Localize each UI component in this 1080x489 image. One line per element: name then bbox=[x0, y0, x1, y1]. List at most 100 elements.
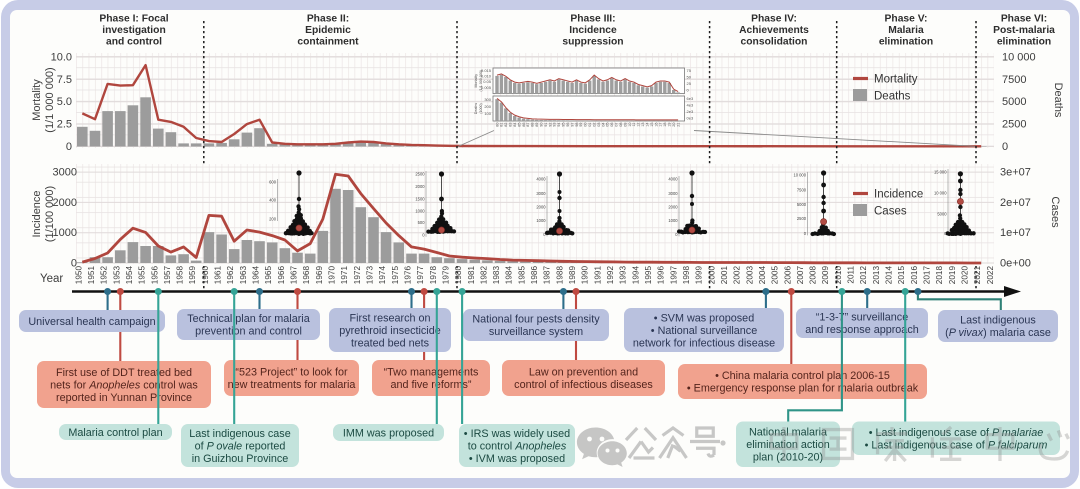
svg-text:0: 0 bbox=[66, 141, 72, 153]
svg-text:suppression: suppression bbox=[562, 37, 623, 48]
svg-text:600: 600 bbox=[269, 180, 277, 185]
svg-text:83: 83 bbox=[509, 123, 513, 127]
svg-text:and control: and control bbox=[106, 37, 162, 48]
svg-text:01: 01 bbox=[588, 123, 592, 127]
svg-text:5000: 5000 bbox=[1002, 96, 1026, 108]
svg-text:10 000: 10 000 bbox=[934, 191, 947, 196]
svg-text:50: 50 bbox=[687, 75, 692, 80]
svg-text:Universal health campaign: Universal health campaign bbox=[28, 316, 155, 328]
svg-text:1977: 1977 bbox=[416, 266, 425, 285]
svg-text:National malaria: National malaria bbox=[749, 427, 827, 439]
svg-text:to control Anopheles: to control Anopheles bbox=[468, 440, 567, 452]
svg-text:1962: 1962 bbox=[226, 266, 235, 285]
svg-text:First use of DDT treated bed: First use of DDT treated bed bbox=[56, 367, 192, 379]
svg-text:11: 11 bbox=[632, 123, 636, 127]
svg-text:1969: 1969 bbox=[315, 266, 324, 285]
svg-text:2014: 2014 bbox=[885, 266, 894, 285]
svg-text:1987: 1987 bbox=[543, 266, 552, 285]
svg-text:85: 85 bbox=[517, 123, 521, 127]
svg-text:4e3: 4e3 bbox=[687, 103, 694, 108]
svg-text:Phase VI:: Phase VI: bbox=[1001, 14, 1047, 25]
svg-text:1954: 1954 bbox=[125, 266, 134, 285]
svg-text:pyrethroid insecticide: pyrethroid insecticide bbox=[339, 325, 440, 337]
svg-text:95: 95 bbox=[562, 123, 566, 127]
svg-text:of P ovale reported: of P ovale reported bbox=[195, 440, 286, 452]
svg-text:200: 200 bbox=[269, 217, 277, 222]
svg-text:6e3: 6e3 bbox=[687, 96, 694, 101]
svg-text:2004: 2004 bbox=[758, 266, 767, 285]
svg-text:network for infectious disease: network for infectious disease bbox=[633, 338, 775, 350]
svg-text:1988: 1988 bbox=[555, 266, 564, 285]
svg-text:81: 81 bbox=[500, 123, 504, 127]
svg-text:1000: 1000 bbox=[415, 209, 425, 214]
svg-text:1960: 1960 bbox=[201, 266, 210, 285]
svg-text:(1/100 000): (1/100 000) bbox=[44, 186, 56, 242]
svg-text:1979: 1979 bbox=[441, 266, 450, 285]
svg-text:• Emergency response plan for: • Emergency response plan for malaria ou… bbox=[687, 383, 919, 395]
svg-text:treated bed nets: treated bed nets bbox=[351, 338, 430, 350]
svg-text:5.0: 5.0 bbox=[57, 96, 72, 108]
svg-text:200: 200 bbox=[484, 104, 491, 109]
svg-text:21: 21 bbox=[676, 123, 680, 127]
svg-text:16: 16 bbox=[654, 123, 658, 127]
svg-text:0.010: 0.010 bbox=[481, 74, 492, 79]
svg-text:1997: 1997 bbox=[669, 266, 678, 285]
svg-text:5000: 5000 bbox=[797, 202, 807, 207]
svg-text:elimination: elimination bbox=[997, 37, 1051, 48]
svg-text:1991: 1991 bbox=[593, 266, 602, 285]
svg-text:4000: 4000 bbox=[536, 177, 546, 182]
svg-text:surveillance system: surveillance system bbox=[489, 326, 583, 338]
svg-text:0.005: 0.005 bbox=[481, 85, 492, 90]
svg-text:7.5: 7.5 bbox=[57, 74, 72, 86]
svg-text:10.0: 10.0 bbox=[51, 52, 72, 64]
svg-text:1973: 1973 bbox=[366, 266, 375, 285]
svg-text:10 000: 10 000 bbox=[793, 172, 806, 177]
svg-text:80: 80 bbox=[495, 123, 499, 127]
svg-text:1994: 1994 bbox=[631, 266, 640, 285]
svg-text:(P vivax) malaria case: (P vivax) malaria case bbox=[945, 327, 1051, 339]
svg-text:and five reforms”: and five reforms” bbox=[390, 379, 471, 391]
svg-text:2000: 2000 bbox=[415, 184, 425, 189]
svg-text:nets for Anopheles control was: nets for Anopheles control was bbox=[50, 379, 198, 391]
svg-text:1956: 1956 bbox=[150, 266, 159, 285]
svg-text:10 000: 10 000 bbox=[1002, 52, 1036, 64]
svg-text:20: 20 bbox=[672, 123, 676, 127]
svg-text:1952: 1952 bbox=[100, 266, 109, 285]
svg-text:• IRS was widely used: • IRS was widely used bbox=[464, 428, 570, 440]
svg-text:1965: 1965 bbox=[264, 266, 273, 285]
svg-text:400: 400 bbox=[269, 198, 277, 203]
svg-text:7500: 7500 bbox=[1002, 74, 1026, 86]
svg-text:Last indigenous: Last indigenous bbox=[960, 315, 1036, 327]
svg-text:new treatments for malaria: new treatments for malaria bbox=[228, 379, 356, 391]
svg-text:Mortality: Mortality bbox=[31, 79, 43, 121]
svg-text:• National surveillance: • National surveillance bbox=[651, 325, 757, 337]
svg-text:(1/1 000 000): (1/1 000 000) bbox=[479, 70, 483, 91]
svg-text:2015: 2015 bbox=[897, 266, 906, 285]
svg-text:2009: 2009 bbox=[821, 266, 830, 285]
svg-text:1000: 1000 bbox=[536, 218, 546, 223]
svg-text:1982: 1982 bbox=[479, 266, 488, 285]
svg-text:75: 75 bbox=[687, 68, 692, 73]
svg-text:100: 100 bbox=[484, 111, 491, 116]
svg-text:• China malaria control plan 2: • China malaria control plan 2006-15 bbox=[715, 370, 890, 382]
svg-text:2005: 2005 bbox=[771, 266, 780, 285]
svg-text:2007: 2007 bbox=[796, 266, 805, 285]
svg-text:1959: 1959 bbox=[188, 266, 197, 285]
svg-text:1975: 1975 bbox=[391, 266, 400, 285]
svg-text:Malaria: Malaria bbox=[888, 25, 924, 36]
svg-text:98: 98 bbox=[575, 123, 579, 127]
svg-text:99: 99 bbox=[579, 123, 583, 127]
svg-text:“Two managements: “Two managements bbox=[384, 367, 479, 379]
svg-text:2008: 2008 bbox=[809, 266, 818, 285]
svg-text:0e3: 0e3 bbox=[687, 116, 694, 121]
svg-text:1980: 1980 bbox=[454, 266, 463, 285]
svg-text:2017: 2017 bbox=[923, 266, 932, 285]
svg-text:1955: 1955 bbox=[138, 266, 147, 285]
svg-text:18: 18 bbox=[663, 123, 667, 127]
svg-text:2020: 2020 bbox=[961, 266, 970, 285]
svg-text:plan (2010-20): plan (2010-20) bbox=[753, 452, 823, 464]
svg-text:0: 0 bbox=[687, 88, 690, 93]
svg-text:Year: Year bbox=[40, 273, 63, 285]
svg-text:1971: 1971 bbox=[340, 266, 349, 285]
svg-text:1963: 1963 bbox=[239, 266, 248, 285]
